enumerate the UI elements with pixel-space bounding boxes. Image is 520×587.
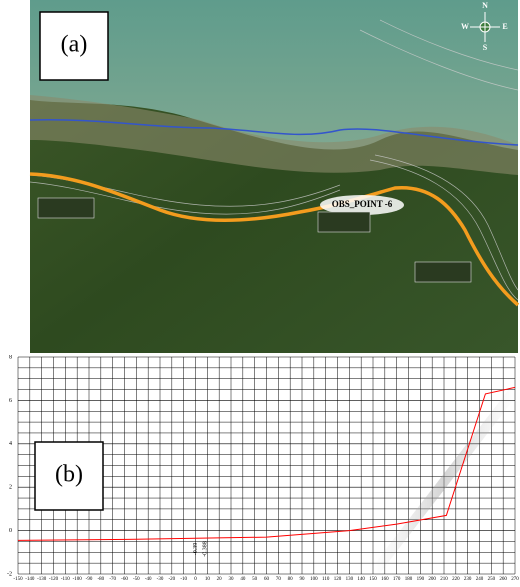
compass-e: E xyxy=(502,22,507,31)
x-tick-label: 240 xyxy=(476,577,484,582)
x-tick-label: 200 xyxy=(428,577,436,582)
annotation: -0.39 xyxy=(193,543,199,556)
compass-s: S xyxy=(483,43,488,52)
x-tick-label: 60 xyxy=(264,577,270,582)
x-tick-label: -90 xyxy=(86,577,93,582)
x-tick-label: 50 xyxy=(252,577,258,582)
x-tick-label: 10 xyxy=(205,577,211,582)
chart: -202468-150-140-130-120-110-100-90-80-70… xyxy=(0,355,520,587)
y-tick-label: 2 xyxy=(9,485,12,491)
x-tick-label: -80 xyxy=(97,577,104,582)
info-box xyxy=(415,262,471,282)
x-tick-label: 130 xyxy=(346,577,354,582)
y-tick-label: 6 xyxy=(9,398,12,404)
y-tick-label: 0 xyxy=(9,528,12,534)
x-tick-label: -60 xyxy=(121,577,128,582)
x-tick-label: -100 xyxy=(73,577,83,582)
x-tick-label: 110 xyxy=(322,577,330,582)
x-tick-label: 170 xyxy=(393,577,401,582)
x-tick-label: 100 xyxy=(310,577,318,582)
x-tick-label: 70 xyxy=(276,577,282,582)
x-tick-label: 120 xyxy=(334,577,342,582)
x-tick-label: 220 xyxy=(452,577,460,582)
x-tick-label: 40 xyxy=(240,577,246,582)
y-tick-label: 8 xyxy=(9,355,12,360)
x-tick-label: -110 xyxy=(61,577,70,582)
x-tick-label: -140 xyxy=(25,577,35,582)
x-tick-label: -20 xyxy=(168,577,175,582)
compass-n: N xyxy=(482,1,488,10)
x-tick-label: 160 xyxy=(381,577,389,582)
figure: OBS_POINT -6 (a) N S W E -202468-150-140… xyxy=(0,0,520,587)
y-tick-label: 4 xyxy=(9,441,12,447)
x-tick-label: 260 xyxy=(499,577,507,582)
x-tick-label: 250 xyxy=(488,577,496,582)
info-box xyxy=(318,212,370,232)
x-tick-label: -40 xyxy=(145,577,152,582)
info-box xyxy=(38,198,94,218)
satellite-panel: OBS_POINT -6 (a) N S W E xyxy=(0,0,520,355)
x-tick-label: -10 xyxy=(180,577,187,582)
annotation: -0.388 xyxy=(202,541,208,557)
x-tick-label: 0 xyxy=(194,577,197,582)
x-tick-label: -120 xyxy=(49,577,59,582)
x-tick-label: -130 xyxy=(37,577,47,582)
panel-label: (a) xyxy=(61,32,88,58)
x-tick-label: 30 xyxy=(229,577,235,582)
x-tick-label: 180 xyxy=(405,577,413,582)
x-tick-label: -70 xyxy=(109,577,116,582)
panel-label: (b) xyxy=(55,462,83,488)
marker-label: OBS_POINT -6 xyxy=(332,199,393,209)
x-tick-label: 230 xyxy=(464,577,472,582)
x-tick-label: 210 xyxy=(440,577,448,582)
x-tick-label: 190 xyxy=(417,577,425,582)
x-tick-label: -150 xyxy=(13,577,23,582)
x-tick-label: -50 xyxy=(133,577,140,582)
y-tick-label: -2 xyxy=(7,571,12,577)
x-tick-label: 270 xyxy=(511,577,519,582)
x-tick-label: 80 xyxy=(288,577,294,582)
x-tick-label: 140 xyxy=(357,577,365,582)
x-tick-label: -30 xyxy=(157,577,164,582)
x-tick-label: 90 xyxy=(300,577,306,582)
x-tick-label: 20 xyxy=(217,577,223,582)
compass-w: W xyxy=(461,22,469,31)
x-tick-label: 150 xyxy=(369,577,377,582)
